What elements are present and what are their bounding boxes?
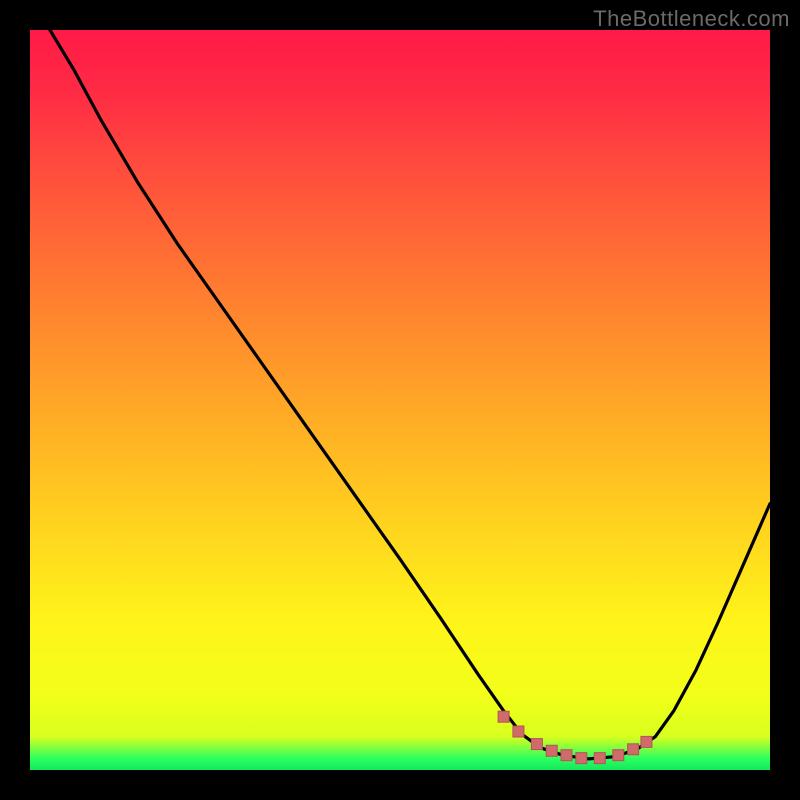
plot-background-gradient xyxy=(30,30,770,770)
marker-point xyxy=(613,750,624,761)
marker-point xyxy=(594,753,605,764)
marker-point xyxy=(576,753,587,764)
marker-point xyxy=(513,726,524,737)
marker-point xyxy=(561,750,572,761)
watermark-text: TheBottleneck.com xyxy=(593,6,790,32)
marker-point xyxy=(546,745,557,756)
chart-svg xyxy=(0,0,800,800)
chart-container: TheBottleneck.com xyxy=(0,0,800,800)
marker-point xyxy=(531,739,542,750)
marker-point xyxy=(628,744,639,755)
marker-point xyxy=(641,736,652,747)
marker-point xyxy=(498,711,509,722)
